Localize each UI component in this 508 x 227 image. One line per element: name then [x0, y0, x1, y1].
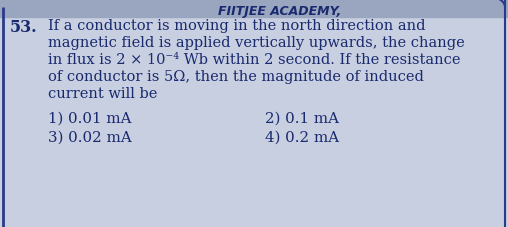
Text: magnetic field is applied vertically upwards, the change: magnetic field is applied vertically upw…	[48, 36, 465, 50]
Text: in flux is 2 × 10⁻⁴ Wb within 2 second. If the resistance: in flux is 2 × 10⁻⁴ Wb within 2 second. …	[48, 53, 460, 67]
Text: FIITJEE ACADEMY,: FIITJEE ACADEMY,	[218, 5, 341, 18]
Text: 3) 0.02 mA: 3) 0.02 mA	[48, 131, 132, 145]
Text: If a conductor is moving in the north direction and: If a conductor is moving in the north di…	[48, 19, 426, 33]
Text: of conductor is 5Ω, then the magnitude of induced: of conductor is 5Ω, then the magnitude o…	[48, 70, 424, 84]
Text: 4) 0.2 mA: 4) 0.2 mA	[265, 131, 339, 145]
Text: 2) 0.1 mA: 2) 0.1 mA	[265, 112, 339, 126]
Bar	[0, 0, 508, 17]
Text: 53.: 53.	[10, 19, 38, 36]
Text: current will be: current will be	[48, 87, 157, 101]
Text: 1) 0.01 mA: 1) 0.01 mA	[48, 112, 132, 126]
